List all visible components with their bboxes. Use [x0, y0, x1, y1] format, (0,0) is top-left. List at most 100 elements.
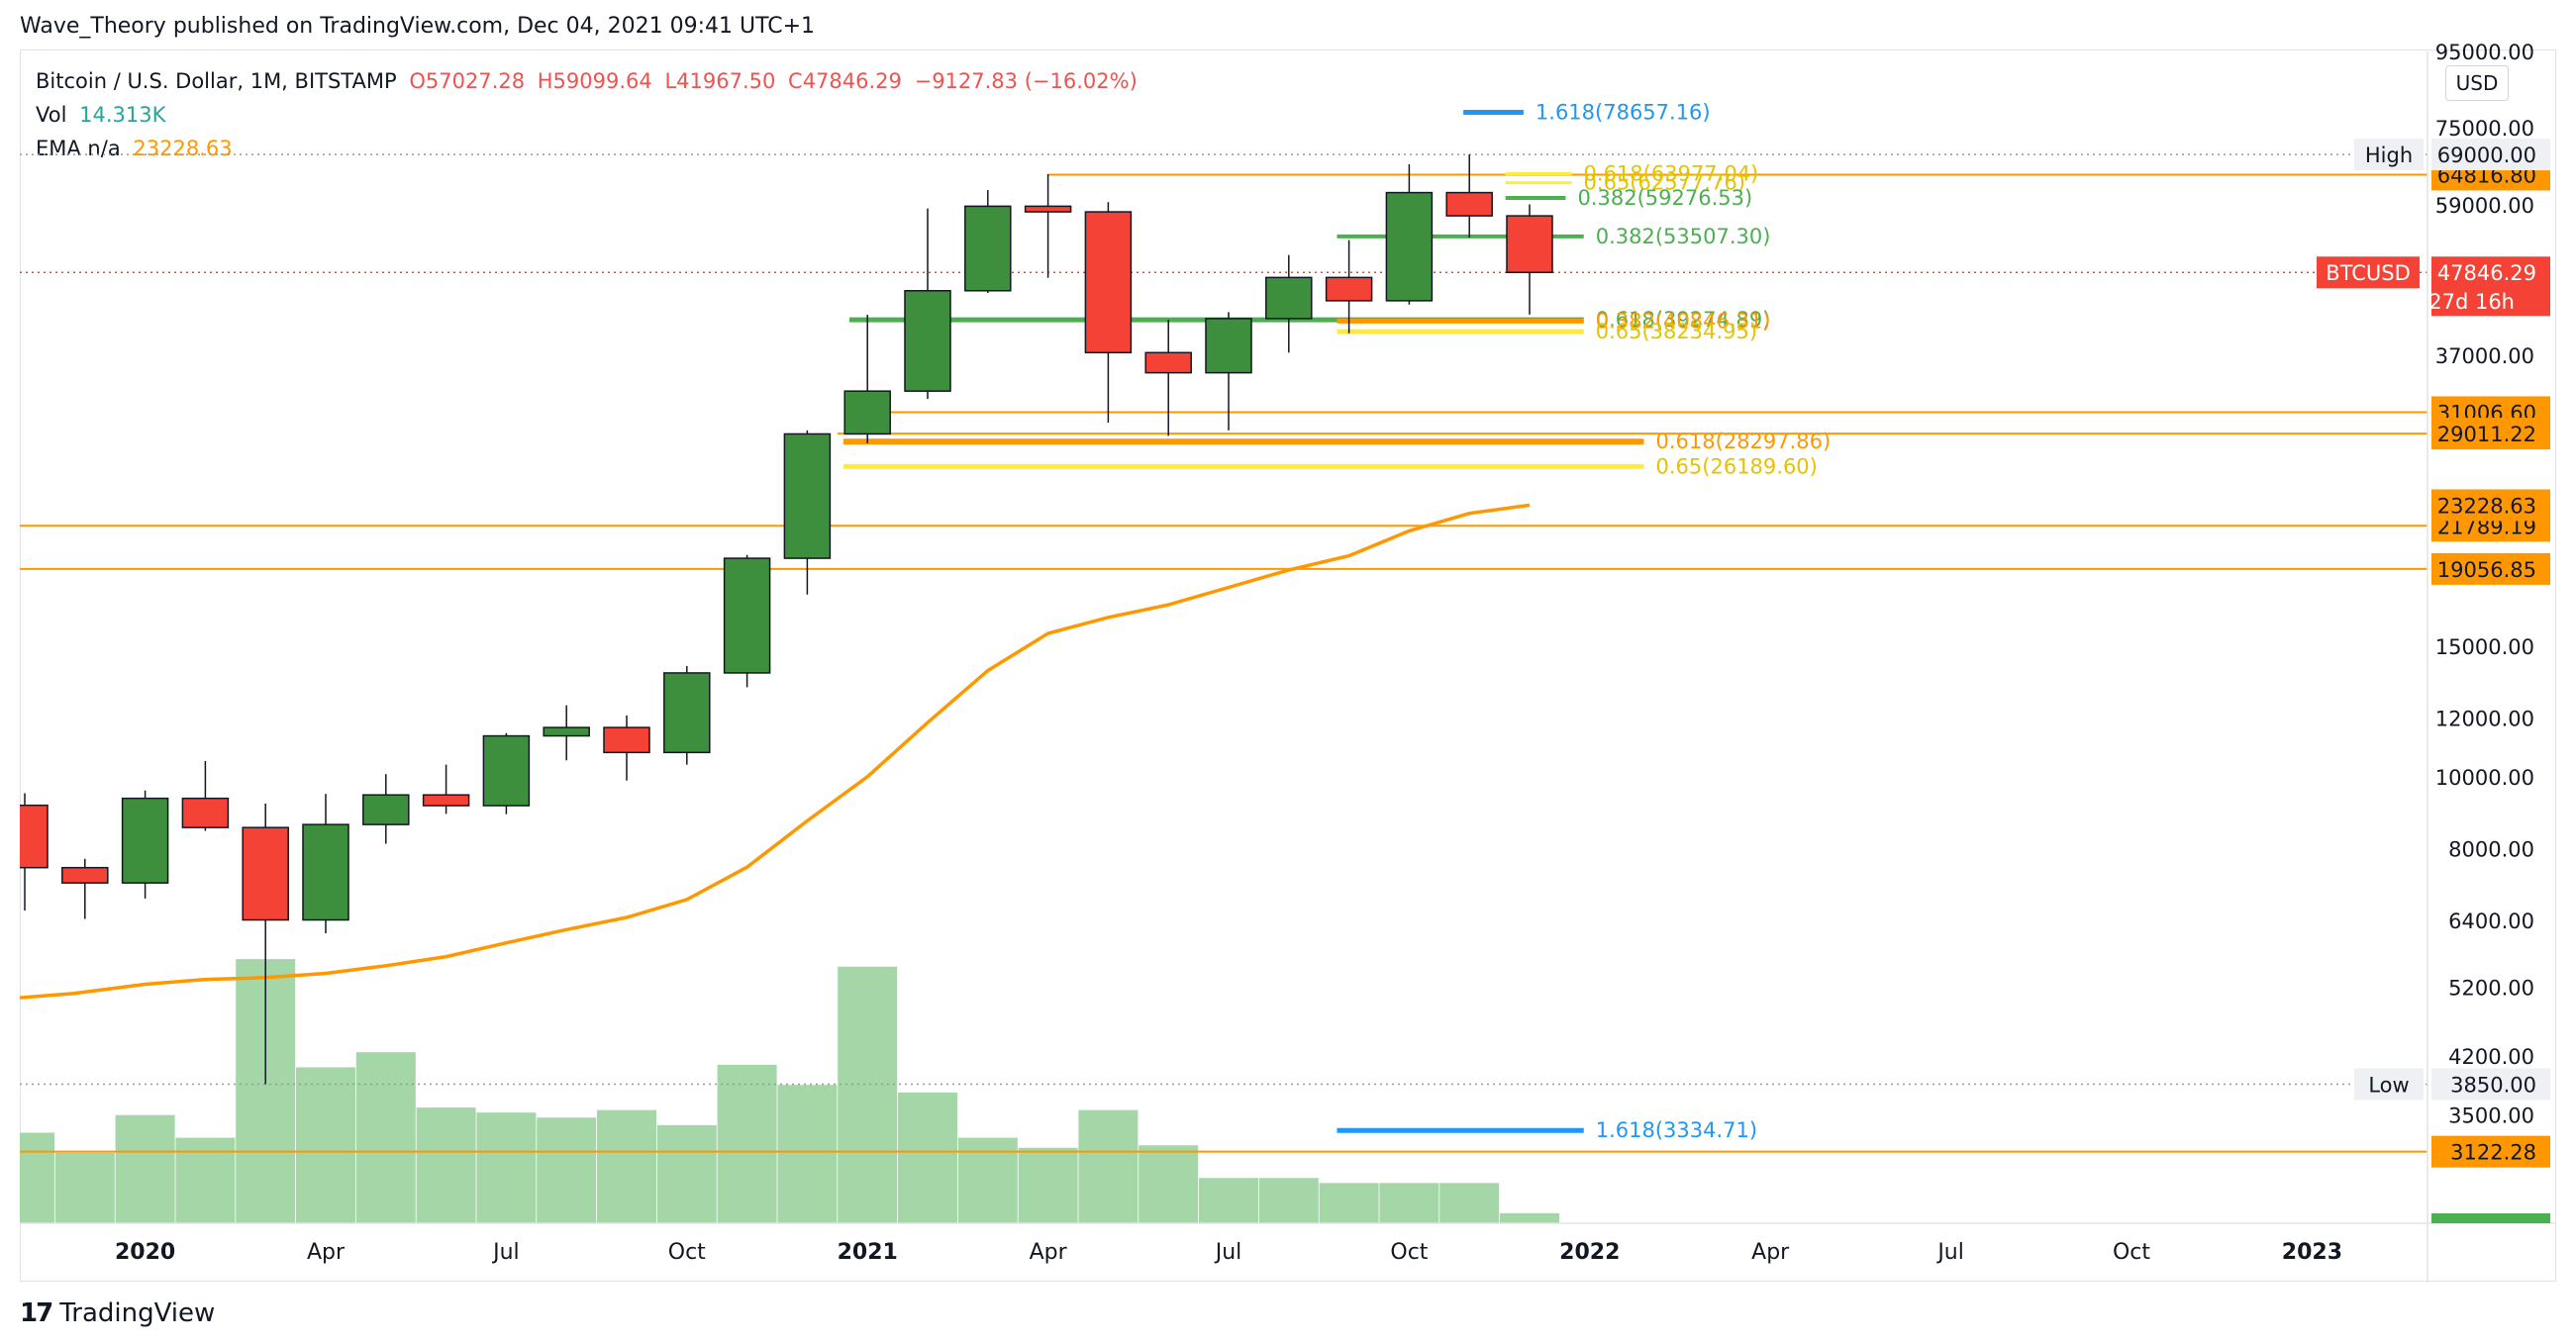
volume-bar — [777, 1085, 838, 1223]
low-price-text: 3850.00 — [2450, 1073, 2536, 1097]
candle-body — [362, 794, 410, 825]
fib-level-label: 0.65(62577.76) — [1584, 171, 1745, 195]
level-price-tag-text: 29011.22 — [2437, 423, 2536, 446]
volume-bar — [898, 1092, 957, 1223]
time-tick-label: Jul — [1935, 1240, 1964, 1265]
candle-body — [783, 432, 832, 559]
volume-bar — [1139, 1145, 1199, 1223]
volume-bar — [537, 1117, 597, 1223]
volume-bar — [54, 1152, 115, 1223]
volume-legend: Vol 14.313K — [36, 103, 171, 127]
time-tick-label: Apr — [307, 1240, 346, 1265]
legend-open: O57027.28 — [409, 69, 526, 93]
volume-bar — [355, 1052, 416, 1223]
time-tick-label: Jul — [1214, 1240, 1242, 1265]
high-tag-box — [2354, 139, 2424, 171]
footer-brand: 17 TradingView — [20, 1298, 215, 1328]
legend-close: C47846.29 — [788, 69, 902, 93]
volume-bar — [1258, 1178, 1319, 1223]
volume-bar — [957, 1137, 1018, 1223]
fib-level-label: 0.618(39274.89) — [1596, 308, 1771, 332]
candle-body — [422, 794, 470, 807]
volume-bar — [656, 1124, 717, 1223]
candle-body — [723, 557, 771, 674]
high-price-box — [2431, 139, 2550, 171]
ema-line — [20, 503, 1531, 1000]
time-tick-label: 2023 — [2282, 1240, 2342, 1265]
ema-value: 23228.63 — [133, 137, 233, 160]
symbol-title: Bitcoin / U.S. Dollar, 1M, BITSTAMP — [36, 69, 397, 93]
fib-level-label: 0.618(63977.04) — [1584, 162, 1759, 186]
candle-body — [61, 866, 109, 884]
price-tick-label: 75000.00 — [2435, 117, 2534, 141]
low-tag-text: Low — [2368, 1073, 2409, 1097]
time-tick-label: 2022 — [1559, 1240, 1620, 1265]
price-tick-label: 15000.00 — [2435, 635, 2534, 659]
volume-bar — [838, 966, 898, 1223]
candle-body — [1024, 205, 1072, 213]
fib-level-label: 0.382(53507.30) — [1596, 225, 1771, 248]
current-price-text: 47846.29 — [2437, 261, 2536, 285]
candle-body — [1084, 211, 1133, 354]
time-tick-label: Jul — [491, 1240, 520, 1265]
countdown-text: 27d 16h — [2428, 290, 2515, 314]
price-chart[interactable]: 1.618(78657.16) 0.618(63977.04)0.65(62577… — [0, 0, 2576, 1287]
level-price-tag-box — [2431, 418, 2550, 450]
volume-bar — [1199, 1178, 1258, 1223]
price-tick-label: 5200.00 — [2448, 977, 2534, 1001]
candle-body — [482, 734, 531, 807]
volume-bar — [476, 1112, 537, 1223]
volume-bar — [717, 1064, 777, 1223]
level-price-tag-text: 3122.28 — [2450, 1141, 2536, 1165]
fib-level-label: 1.618(78657.16) — [1536, 100, 1711, 124]
time-tick-label: Apr — [1751, 1240, 1790, 1265]
price-tick-label: 59000.00 — [2435, 194, 2534, 218]
candle-body — [964, 205, 1012, 292]
symbol-legend: Bitcoin / U.S. Dollar, 1M, BITSTAMP O570… — [36, 69, 1143, 93]
price-tick-label: 4200.00 — [2448, 1045, 2534, 1069]
plot-area — [20, 109, 2427, 1223]
chart-frame[interactable] — [20, 49, 2556, 1282]
volume-bar — [20, 1132, 54, 1223]
tradingview-brand: TradingView — [59, 1298, 216, 1328]
time-tick-label: Oct — [668, 1240, 706, 1265]
currency-button[interactable]: USD — [2445, 65, 2509, 101]
legend-change: −9127.83 (−16.02%) — [914, 69, 1138, 93]
vol-value: 14.313K — [79, 103, 166, 127]
time-tick-label: 2021 — [838, 1240, 898, 1265]
candle-body — [1265, 276, 1313, 320]
candle-body — [1445, 191, 1493, 217]
candle-body — [663, 672, 711, 754]
low-tag-box — [2354, 1068, 2424, 1101]
candle-body — [904, 290, 951, 392]
volume-bar — [1078, 1109, 1139, 1223]
level-price-tag-text: 19056.85 — [2437, 558, 2536, 582]
candle-body — [20, 804, 49, 869]
candle-body — [1506, 215, 1553, 274]
candle-body — [843, 390, 891, 435]
candle-body — [181, 797, 230, 828]
volume-bar — [1439, 1183, 1500, 1223]
low-price-box — [2431, 1068, 2550, 1101]
fib-level-label: 0.618(28297.86) — [1656, 430, 1832, 453]
legend-high: H59099.64 — [537, 69, 652, 93]
price-tick-label: 12000.00 — [2435, 707, 2534, 730]
fib-level-label: 0.65(26189.60) — [1656, 454, 1818, 478]
legend-low: L41967.50 — [664, 69, 776, 93]
candle-body — [1385, 191, 1434, 302]
volume-bar — [175, 1137, 236, 1223]
volume-bar — [1319, 1183, 1379, 1223]
candle-body — [603, 726, 650, 754]
candle-body — [1144, 351, 1192, 374]
candle-body — [1325, 276, 1373, 302]
level-price-tag-box — [2431, 1135, 2550, 1168]
publisher-header: Wave_Theory published on TradingView.com… — [20, 14, 816, 39]
volume-bar — [1018, 1147, 1078, 1223]
candle-body — [121, 797, 169, 884]
ema-price-tag-text: 23228.63 — [2437, 494, 2536, 518]
fib-level-label: 0.382(59276.53) — [1577, 186, 1752, 210]
time-tick-label: Oct — [2113, 1240, 2150, 1265]
ema-price-tag-box — [2431, 489, 2550, 522]
current-price-box — [2431, 256, 2550, 317]
volume-price-tag — [2431, 1213, 2550, 1223]
